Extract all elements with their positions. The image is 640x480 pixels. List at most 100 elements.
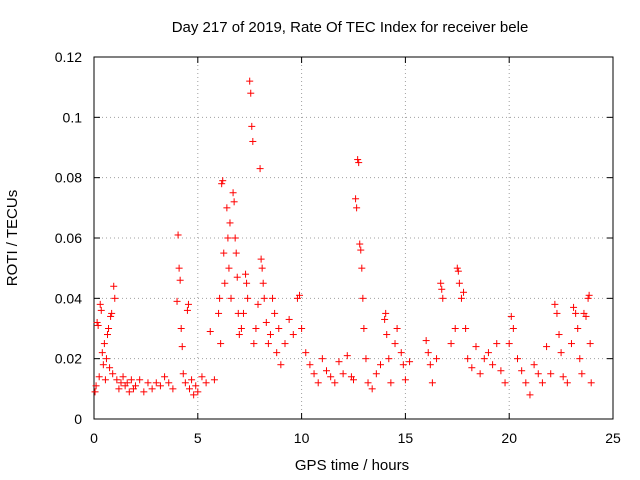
data-point [406,358,414,366]
data-point [462,325,470,332]
data-point [152,379,160,387]
data-point [327,373,335,381]
y-tick-label: 0.06 [55,230,82,246]
data-point [522,379,530,387]
data-point [357,246,365,254]
data-point [570,303,578,311]
data-point [224,234,232,242]
data-point [476,370,484,378]
data-point [298,325,306,332]
data-point [397,349,405,357]
data-point [582,312,590,320]
data-point [451,325,459,332]
data-point [275,325,283,332]
data-point [217,340,225,348]
data-point [140,388,148,396]
x-tick-label: 5 [194,430,202,446]
data-point [232,249,240,257]
data-point [260,294,268,302]
data-point [225,264,233,272]
x-tick-label: 10 [294,430,310,446]
data-point [505,340,513,348]
x-tick-label: 0 [90,430,98,446]
data-point [109,370,117,378]
data-point [258,264,266,272]
data-point [493,340,501,348]
data-point [518,367,526,375]
data-point [111,294,119,302]
data-point [586,340,594,348]
data-point [285,315,293,323]
data-point [192,382,200,390]
data-point [318,355,326,363]
data-point [100,340,108,348]
data-point [175,264,183,272]
data-point [484,349,492,357]
data-point [108,309,116,317]
data-point [102,355,110,363]
data-point [468,364,476,372]
data-point [247,89,255,97]
data-point [447,340,455,348]
data-point [223,204,231,212]
data-point [343,352,351,360]
y-axis-label: ROTI / TECUs [4,190,21,286]
x-tick-label: 20 [501,430,517,446]
data-point [576,355,584,363]
data-point [177,325,185,332]
data-point [262,318,270,326]
data-point [210,376,218,384]
y-tick-label: 0.02 [55,351,82,367]
data-point [106,364,114,372]
data-point [350,376,357,384]
data-point [266,331,274,339]
data-point [534,370,542,378]
data-point [107,312,115,320]
data-point [181,379,189,387]
data-point [360,325,368,332]
data-point [230,198,238,206]
data-point [110,282,118,290]
data-point [507,312,515,320]
data-point [464,355,472,363]
data-point [422,337,430,345]
data-point [296,291,304,299]
data-point [269,294,277,302]
data-point [256,165,264,173]
grid [94,57,613,419]
data-point [426,361,434,369]
data-point [264,340,272,348]
data-point [489,361,497,369]
data-point [176,276,184,284]
data-point [514,355,522,363]
data-point [113,376,121,384]
data-point [202,379,210,387]
data-point [454,267,462,275]
data-point [96,300,104,308]
data-point [184,300,192,308]
data-point [259,279,267,287]
data-point [472,343,480,351]
data-point [226,219,234,227]
data-point [93,318,101,326]
data-point [105,325,113,332]
axis-ticks: 0 0.02 0.04 0.06 0.08 0.1 0.12 0 5 10 15 20 25 [55,49,621,446]
data-point [237,325,245,332]
data-point [178,343,186,351]
y-tick-label: 0 [74,411,82,427]
data-point [428,379,436,387]
data-point [358,264,366,272]
chart-title: Day 217 of 2019, Rate Of TEC Index for r… [172,19,529,36]
data-point [376,361,384,369]
data-point [173,297,181,305]
data-point [354,156,362,164]
data-point [229,189,237,197]
data-point [460,288,468,296]
data-point [216,294,224,302]
data-point [557,349,565,357]
data-points [91,77,595,399]
data-point [497,367,505,375]
data-point [198,373,206,381]
data-point [364,379,372,387]
